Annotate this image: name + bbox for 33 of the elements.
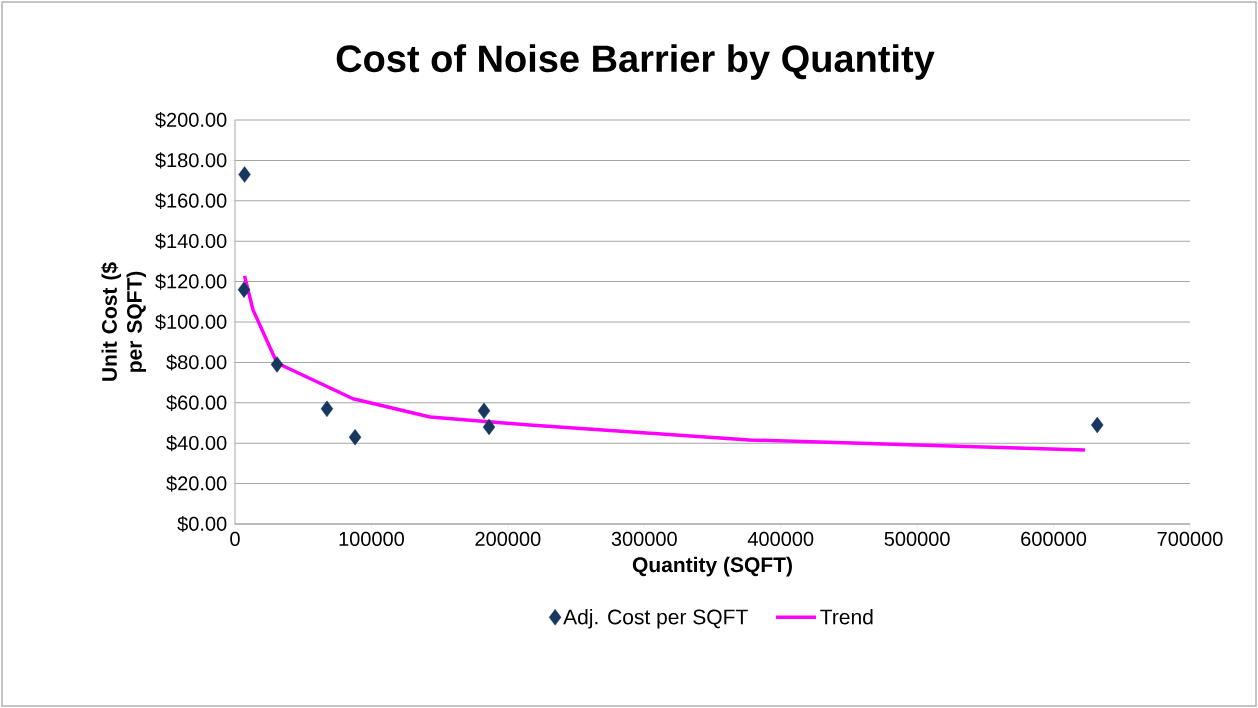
x-tick-label: 100000 bbox=[339, 531, 404, 546]
point bbox=[482, 418, 496, 436]
point bbox=[348, 428, 362, 446]
y-tick-label: $160.00 bbox=[155, 192, 227, 209]
x-tick-label: 300000 bbox=[611, 531, 677, 546]
y-tick-label: $80.00 bbox=[166, 354, 227, 371]
x-tick-label: 400000 bbox=[747, 531, 814, 546]
y-tick-label: $180.00 bbox=[155, 152, 227, 169]
y-tick-label: $20.00 bbox=[166, 475, 227, 492]
point bbox=[270, 356, 284, 373]
y-tick-label: $200.00 bbox=[155, 111, 227, 129]
legend-label: Adj. Cost per SQFT bbox=[563, 608, 748, 629]
y-tick-label: $140.00 bbox=[155, 233, 227, 250]
y-tick-label: $120.00 bbox=[155, 273, 227, 290]
x-tick-label: 0 bbox=[230, 531, 240, 546]
y-tick-label: $40.00 bbox=[166, 435, 227, 452]
point bbox=[1091, 416, 1104, 434]
x-tick-label: 500000 bbox=[884, 531, 950, 546]
x-axis-title: Quantity (SQFT) bbox=[632, 556, 792, 577]
x-tick-label: 200000 bbox=[475, 531, 541, 546]
legend-label: Trend bbox=[820, 608, 873, 625]
x-tick-label: 600000 bbox=[1021, 531, 1087, 546]
y-tick-label: $60.00 bbox=[166, 394, 227, 411]
chart-title: Cost of Noise Barrier by Quantity bbox=[336, 44, 935, 80]
point bbox=[238, 166, 251, 183]
point bbox=[477, 402, 491, 420]
point bbox=[320, 400, 334, 418]
y-tick-label: $100.00 bbox=[155, 313, 227, 331]
y-axis-title: Unit Cost ($ per SQFT) bbox=[101, 262, 147, 381]
point bbox=[237, 281, 251, 298]
y-tick-label: $0.00 bbox=[177, 515, 227, 533]
x-tick-label: 700000 bbox=[1157, 531, 1223, 546]
line-series bbox=[242, 274, 1087, 452]
